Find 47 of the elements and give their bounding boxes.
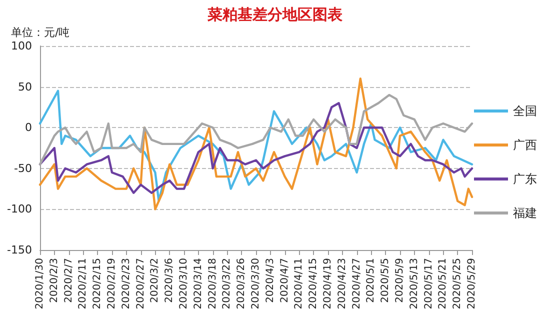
- x-tick-label: 2020/5/17: [423, 258, 434, 310]
- y-tick-label: -100: [7, 202, 32, 216]
- line-series: [38, 78, 474, 210]
- x-tick-label: 2020/5/5: [380, 258, 392, 303]
- x-tick-label: 2020/2/7: [63, 258, 74, 303]
- x-tick-label: 2020/3/22: [222, 258, 233, 310]
- x-tick-label: 2020/3/18: [207, 258, 218, 310]
- x-tick-label: 2020/2/23: [120, 258, 132, 310]
- chart-title: 菜粕基差分地区图表: [206, 6, 344, 24]
- y-tick-label: 0: [25, 121, 32, 134]
- x-tick-label: 2020/4/27: [351, 258, 362, 310]
- line-series: [38, 94, 474, 166]
- line-series: [38, 102, 474, 194]
- x-tick-label: 2020/2/11: [78, 258, 89, 310]
- y-tick-label: -150: [7, 244, 32, 256]
- x-tick-label: 2020/3/26: [236, 258, 248, 310]
- x-tick-label: 2020/3/2: [150, 258, 161, 303]
- legend-label: 全国: [513, 104, 537, 118]
- y-tick-label: 50: [18, 80, 32, 94]
- x-tick-label: 2020/4/15: [308, 258, 320, 310]
- x-tick-label: 2020/4/3: [264, 258, 276, 303]
- x-tick-label: 2020/5/9: [394, 258, 406, 303]
- legend-label: 福建: [513, 206, 537, 220]
- x-tick-label: 2020/5/29: [466, 258, 478, 310]
- x-tick-label: 2020/5/1: [366, 258, 377, 303]
- y-axis-title: 单位：元/吨: [11, 26, 70, 39]
- legend-label: 广东: [513, 172, 537, 186]
- x-tick-label: 2020/5/21: [438, 258, 449, 310]
- x-tick-label: 2020/2/19: [106, 258, 118, 310]
- y-tick-label: 100: [11, 40, 32, 52]
- x-tick-label: 2020/3/10: [178, 258, 190, 310]
- x-tick-label: 2020/5/25: [452, 258, 464, 310]
- x-tick-label: 2020/3/14: [192, 258, 204, 310]
- x-tick-label: 2020/5/13: [408, 258, 420, 310]
- x-tick-label: 2020/4/11: [294, 258, 305, 310]
- x-tick-label: 2020/1/30: [34, 258, 46, 310]
- x-tick-label: 2020/2/27: [135, 258, 146, 310]
- x-tick-label: 2020/2/15: [92, 258, 104, 310]
- x-tick-label: 2020/4/19: [322, 258, 334, 310]
- x-tick-label: 2020/4/23: [336, 258, 348, 310]
- y-tick-label: -50: [14, 162, 32, 175]
- line-series: [38, 90, 474, 202]
- x-tick-label: 2020/4/7: [279, 258, 290, 303]
- x-tick-label: 2020/3/30: [250, 258, 262, 310]
- x-tick-label: 2020/3/6: [164, 258, 176, 303]
- legend-label: 广西: [513, 138, 537, 152]
- x-tick-label: 2020/2/3: [48, 258, 60, 303]
